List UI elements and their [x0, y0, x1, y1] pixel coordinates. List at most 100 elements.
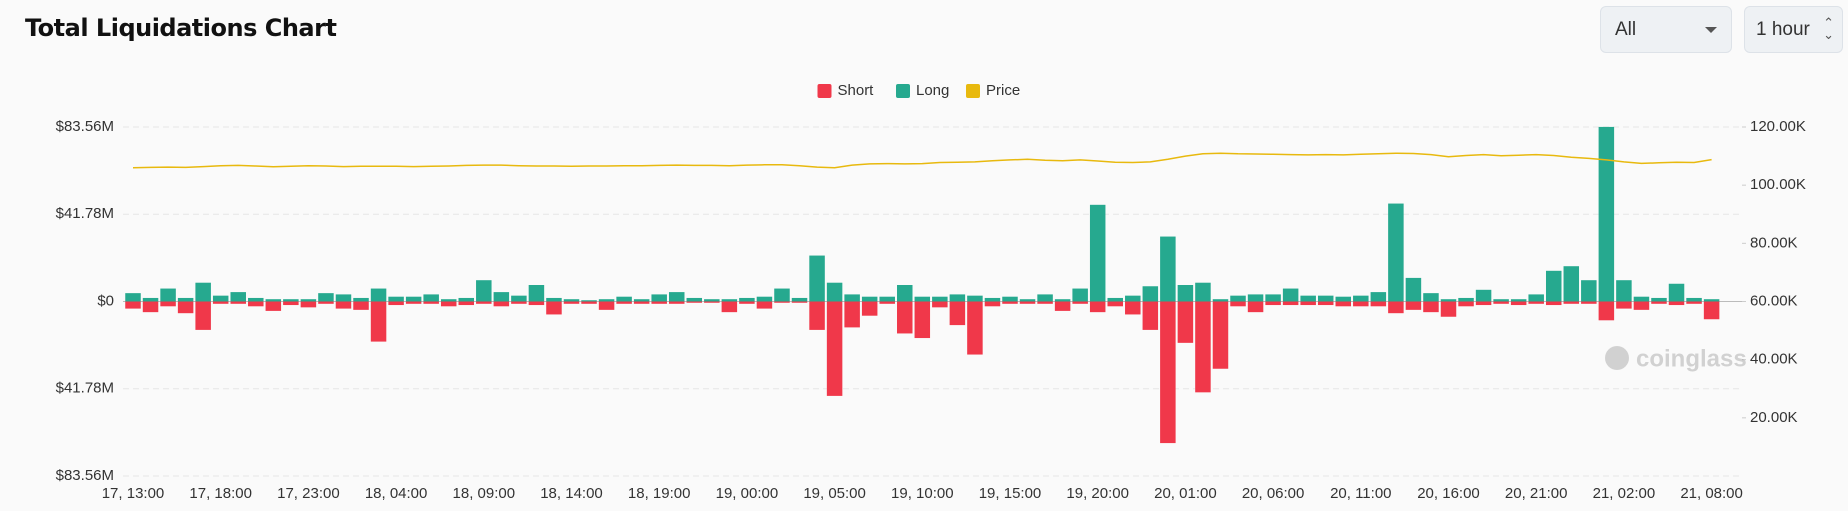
bar [668, 292, 685, 302]
bar [1107, 297, 1123, 302]
bar [932, 301, 948, 308]
x-tick-label: 18, 14:00 [540, 485, 603, 502]
bar [1686, 301, 1702, 304]
bar [1388, 203, 1404, 302]
x-tick-label: 18, 19:00 [628, 485, 691, 502]
bar [300, 299, 317, 302]
bar [458, 297, 475, 302]
bar [1002, 301, 1018, 304]
bar [370, 301, 387, 342]
bar [967, 295, 983, 302]
bar [1423, 301, 1439, 313]
legend-label: Long [916, 82, 949, 99]
bar [1668, 283, 1685, 302]
bar [335, 301, 352, 309]
bar [1335, 301, 1352, 307]
bar [283, 301, 299, 306]
bar [1107, 301, 1123, 307]
bar [1282, 288, 1299, 302]
bar [335, 294, 352, 302]
bar [493, 292, 510, 302]
bar [1019, 301, 1036, 304]
bar [1616, 301, 1632, 309]
bar [1317, 295, 1334, 302]
x-tick-label: 19, 05:00 [803, 485, 866, 502]
bar [1317, 301, 1334, 306]
watermark-logo [1605, 346, 1629, 370]
bar [774, 301, 790, 303]
bar [844, 301, 860, 328]
y2-tick-label: 120.00K [1750, 118, 1806, 135]
bar [984, 297, 1001, 302]
bar [1405, 301, 1422, 310]
bar [1405, 277, 1422, 302]
bar [1072, 301, 1088, 304]
bar [388, 296, 404, 302]
bar [949, 294, 966, 302]
bar [195, 282, 211, 302]
bar [704, 299, 720, 302]
bar [1370, 301, 1387, 307]
legend-label: Price [986, 82, 1020, 99]
legend-swatch [966, 84, 980, 98]
bar [1598, 301, 1615, 321]
bar [318, 301, 334, 304]
x-tick-label: 17, 23:00 [277, 485, 340, 502]
bar [1195, 282, 1211, 302]
bar [1019, 299, 1036, 302]
legend-label: Short [838, 82, 875, 99]
bar [160, 301, 176, 307]
interval-select[interactable]: 1 hour ⌃ ⌄ [1744, 6, 1843, 53]
bar [1054, 301, 1071, 311]
bar [861, 301, 878, 316]
bar [1037, 301, 1053, 304]
bar [1089, 301, 1106, 313]
bar [493, 301, 510, 307]
bar [1528, 294, 1544, 302]
bar [1125, 295, 1141, 302]
bar [826, 301, 843, 396]
bar [1300, 295, 1316, 302]
bar [370, 288, 387, 302]
bar [300, 301, 317, 308]
range-select[interactable]: All [1600, 6, 1732, 53]
bar [581, 300, 597, 302]
bar [774, 288, 790, 302]
bar [879, 301, 895, 304]
bar [651, 294, 667, 302]
bar [1300, 301, 1316, 306]
bar [1475, 301, 1492, 306]
x-tick-label: 21, 08:00 [1680, 485, 1743, 502]
bar [1703, 299, 1720, 302]
bar [914, 296, 931, 302]
bar [1545, 301, 1562, 306]
bar [142, 297, 159, 302]
bar [1458, 301, 1474, 307]
bar [1545, 270, 1562, 302]
bar [1282, 301, 1299, 306]
x-tick-label: 17, 18:00 [189, 485, 252, 502]
bar [1703, 301, 1720, 320]
bar [1335, 296, 1352, 302]
x-tick-label: 18, 04:00 [365, 485, 428, 502]
select-label: 1 hour [1756, 19, 1810, 40]
bar [581, 301, 597, 304]
bar [1054, 299, 1071, 302]
bar [756, 296, 773, 302]
bar [1247, 301, 1264, 313]
bar [686, 301, 703, 303]
bar [440, 301, 457, 307]
bar [1160, 301, 1176, 444]
bar [1651, 297, 1667, 302]
bar [1142, 286, 1159, 302]
select-label: All [1615, 19, 1637, 40]
bar [1160, 236, 1176, 302]
bar [230, 301, 246, 304]
bar [1177, 285, 1194, 302]
bar [1353, 295, 1369, 302]
bar [1195, 301, 1211, 393]
bar [1668, 301, 1685, 306]
bar [423, 294, 439, 302]
bar [230, 292, 246, 302]
bar [1563, 301, 1580, 304]
